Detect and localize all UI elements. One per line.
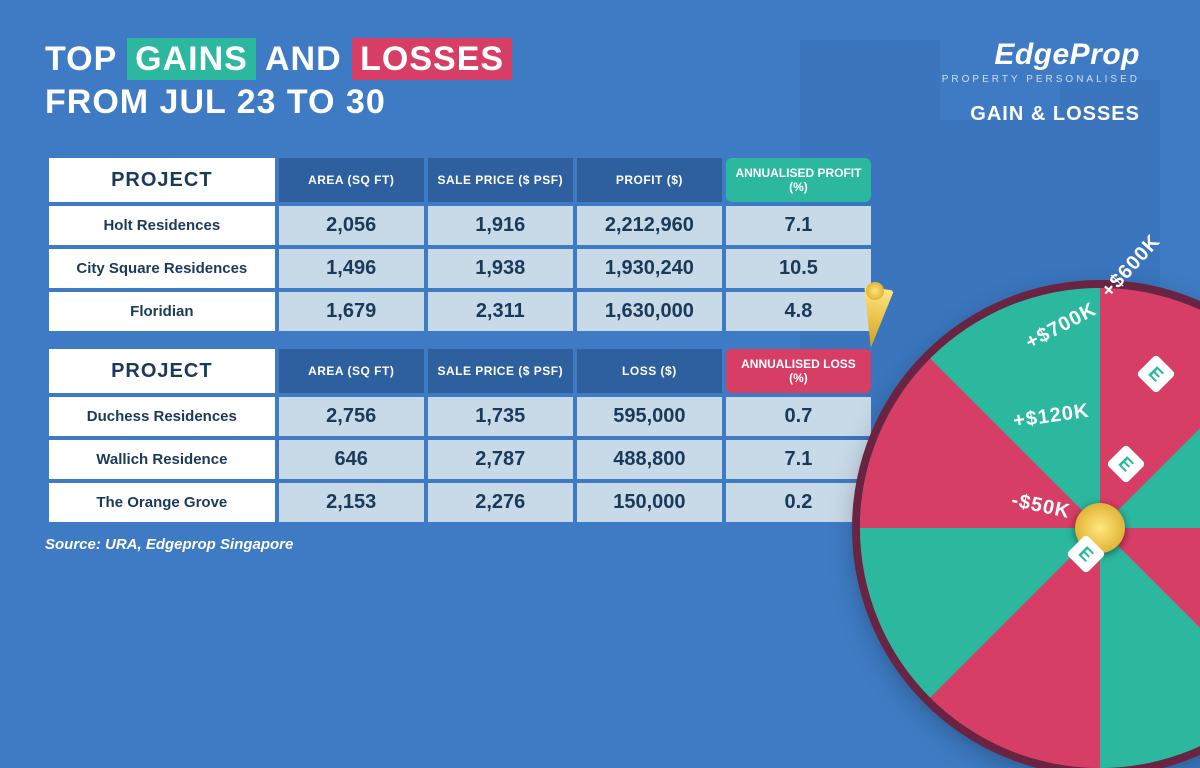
cell-price: 2,311 (428, 292, 573, 331)
cell-price: 2,276 (428, 483, 573, 522)
cell-project: Duchess Residences (49, 397, 275, 436)
title-gains: GAINS (127, 38, 256, 80)
col-area: AREA (SQ FT) (279, 158, 424, 202)
header: TOP GAINS AND LOSSES FROM JUL 23 TO 30 E… (45, 38, 1160, 126)
brand-logo: EdgeProp (942, 38, 1140, 72)
cell-loss: 595,000 (577, 397, 722, 436)
cell-pct: 0.2 (726, 483, 871, 522)
cell-project: City Square Residences (49, 249, 275, 288)
col-loss-pct: ANNUALISED LOSS (%) (726, 349, 871, 393)
cell-price: 1,735 (428, 397, 573, 436)
cell-profit: 2,212,960 (577, 206, 722, 245)
cell-project: Holt Residences (49, 206, 275, 245)
gains-table: PROJECT AREA (SQ FT) SALE PRICE ($ PSF) … (45, 154, 875, 335)
cell-profit: 1,930,240 (577, 249, 722, 288)
table-row: Duchess Residences 2,756 1,735 595,000 0… (49, 397, 871, 436)
cell-area: 2,153 (279, 483, 424, 522)
cell-pct: 10.5 (726, 249, 871, 288)
col-loss: LOSS ($) (577, 349, 722, 393)
losses-table: PROJECT AREA (SQ FT) SALE PRICE ($ PSF) … (45, 345, 875, 526)
brand-section: GAIN & LOSSES (942, 103, 1140, 126)
cell-pct: 4.8 (726, 292, 871, 331)
col-project: PROJECT (49, 349, 275, 393)
cell-pct: 7.1 (726, 206, 871, 245)
col-price: SALE PRICE ($ PSF) (428, 349, 573, 393)
wheel-pointer-ball-icon (866, 282, 884, 300)
cell-pct: 0.7 (726, 397, 871, 436)
cell-area: 2,756 (279, 397, 424, 436)
table-row: Holt Residences 2,056 1,916 2,212,960 7.… (49, 206, 871, 245)
brand-tagline: PROPERTY PERSONALISED (942, 74, 1140, 85)
title-and: AND (265, 40, 342, 78)
cell-project: Wallich Residence (49, 440, 275, 479)
title-top: TOP (45, 40, 117, 78)
col-area: AREA (SQ FT) (279, 349, 424, 393)
cell-project: The Orange Grove (49, 483, 275, 522)
table-row: Wallich Residence 646 2,787 488,800 7.1 (49, 440, 871, 479)
cell-price: 2,787 (428, 440, 573, 479)
table-row: City Square Residences 1,496 1,938 1,930… (49, 249, 871, 288)
cell-price: 1,916 (428, 206, 573, 245)
cell-area: 1,496 (279, 249, 424, 288)
col-profit-pct: ANNUALISED PROFIT (%) (726, 158, 871, 202)
table-header-row: PROJECT AREA (SQ FT) SALE PRICE ($ PSF) … (49, 349, 871, 393)
cell-loss: 150,000 (577, 483, 722, 522)
col-project: PROJECT (49, 158, 275, 202)
cell-area: 646 (279, 440, 424, 479)
brand-block: EdgeProp PROPERTY PERSONALISED GAIN & LO… (942, 38, 1160, 126)
table-row: Floridian 1,679 2,311 1,630,000 4.8 (49, 292, 871, 331)
col-profit: PROFIT ($) (577, 158, 722, 202)
cell-loss: 488,800 (577, 440, 722, 479)
title-losses: LOSSES (352, 38, 512, 80)
title-dates: FROM JUL 23 TO 30 (45, 83, 386, 121)
table-header-row: PROJECT AREA (SQ FT) SALE PRICE ($ PSF) … (49, 158, 871, 202)
cell-pct: 7.1 (726, 440, 871, 479)
cell-project: Floridian (49, 292, 275, 331)
page-title: TOP GAINS AND LOSSES FROM JUL 23 TO 30 (45, 38, 512, 123)
cell-profit: 1,630,000 (577, 292, 722, 331)
cell-area: 1,679 (279, 292, 424, 331)
source-citation: Source: URA, Edgeprop Singapore (45, 536, 875, 553)
col-price: SALE PRICE ($ PSF) (428, 158, 573, 202)
cell-area: 2,056 (279, 206, 424, 245)
table-row: The Orange Grove 2,153 2,276 150,000 0.2 (49, 483, 871, 522)
cell-price: 1,938 (428, 249, 573, 288)
tables-wrapper: PROJECT AREA (SQ FT) SALE PRICE ($ PSF) … (45, 154, 875, 553)
